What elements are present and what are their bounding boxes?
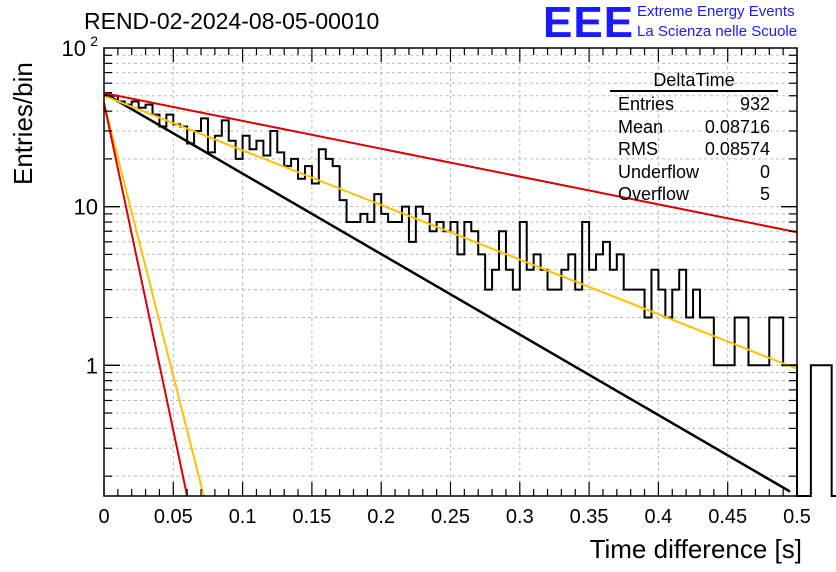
y-axis-label: Entries/bin [8,62,38,185]
stats-box: DeltaTime Entries 932 Mean 0.08716 RMS 0… [610,70,778,206]
grid-lines [104,48,797,496]
stats-row-entries: Entries 932 [610,93,778,116]
fit-curve [103,94,798,370]
axis-ticks [103,48,798,496]
fit-curves [103,91,798,497]
x-axis-label: Time difference [s] [589,534,802,564]
logo-caption-2: La Scienza nelle Scuole [637,23,798,40]
eee-logo: EEE [543,0,635,47]
stats-label: Entries [618,94,675,114]
stats-value: 0.08574 [704,139,770,159]
x-tick-label: 0.4 [644,506,672,528]
x-tick-label: 0.25 [431,506,470,528]
fit-curve [103,91,791,493]
stats-label: Overflow [618,184,690,204]
stats-value: 5 [759,184,770,204]
histogram-series [104,92,836,497]
stats-value: 932 [739,94,770,114]
tick-labels: 0 0.05 0.1 0.15 0.2 0.25 0.3 0.35 0.4 0.45 0.5 1 10 1… [62,33,811,528]
stats-row-underflow: Underflow 0 [610,161,778,184]
x-tick-label: 0.15 [292,506,331,528]
y-tick-label-exponent: 2 [90,33,98,49]
x-tick-label: 0.2 [367,506,395,528]
stats-label: Underflow [618,161,700,182]
stats-row-rms: RMS 0.08574 [610,138,778,161]
x-tick-label: 0.3 [506,506,534,528]
y-tick-label: 10 [62,36,86,61]
stats-row-mean: Mean 0.08716 [610,116,778,139]
stats-title: DeltaTime [610,70,778,92]
y-tick-label: 10 [74,195,98,220]
x-tick-label: 0 [98,506,109,528]
stats-label: RMS [618,139,658,159]
x-tick-label: 0.35 [570,506,609,528]
x-tick-label: 0.05 [154,506,193,528]
stats-value: 0.08716 [704,116,770,137]
fit-curve [103,102,205,497]
stats-label: Mean [618,116,664,137]
y-tick-label: 1 [86,353,98,378]
x-tick-label: 0.5 [783,506,811,528]
x-tick-label: 0.45 [708,506,747,528]
fit-curve [103,102,189,497]
fit-curve [103,92,798,234]
chart-title: REND-02-2024-08-05-00010 [84,8,380,34]
histogram-outline [104,92,836,497]
logo-caption-1: Extreme Energy Events [637,3,795,20]
x-tick-label: 0.1 [229,506,257,528]
stats-value: 0 [759,161,770,182]
stats-row-overflow: Overflow 5 [610,183,778,206]
